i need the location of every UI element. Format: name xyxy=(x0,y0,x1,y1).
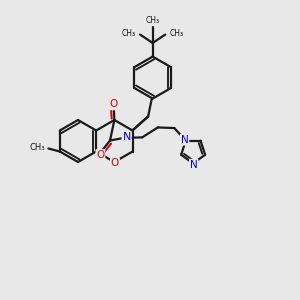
Text: N: N xyxy=(190,160,198,170)
Text: O: O xyxy=(96,150,104,160)
Text: N: N xyxy=(181,135,188,145)
Text: CH₃: CH₃ xyxy=(122,29,136,38)
Text: N: N xyxy=(122,132,131,142)
Text: CH₃: CH₃ xyxy=(29,143,44,152)
Text: CH₃: CH₃ xyxy=(146,16,160,25)
Text: CH₃: CH₃ xyxy=(169,29,183,38)
Text: O: O xyxy=(111,158,119,169)
Text: O: O xyxy=(110,99,118,110)
